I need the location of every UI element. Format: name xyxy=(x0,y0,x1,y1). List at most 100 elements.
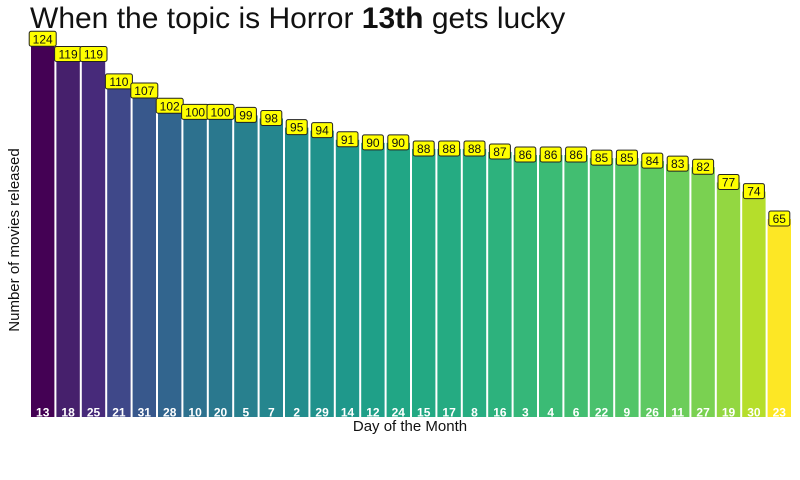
tick-label-10: 10 xyxy=(188,406,202,420)
value-label-11: 83 xyxy=(671,157,685,171)
value-label-24: 90 xyxy=(392,136,406,150)
tick-labels-group: 13 18 25 21 31 28 10 20 5 7 2 29 14 12 24 15 17 8 16 3 4 6 22 9… xyxy=(36,406,786,420)
bar-25 xyxy=(81,54,106,417)
tick-label-12: 12 xyxy=(366,406,380,420)
value-label-box-9 xyxy=(615,149,638,166)
tick-label-9: 9 xyxy=(624,406,631,420)
tick-label-2: 2 xyxy=(293,406,300,420)
tick-label-5: 5 xyxy=(243,406,250,420)
tick-label-13: 13 xyxy=(36,406,50,420)
value-label-4: 86 xyxy=(544,148,558,162)
bar-14 xyxy=(335,139,360,418)
bar-6 xyxy=(564,155,588,417)
tick-label-8: 8 xyxy=(471,406,478,420)
tick-label-27: 27 xyxy=(696,406,710,420)
bar-20 xyxy=(208,112,233,417)
bar-17 xyxy=(437,148,461,417)
bar-13 xyxy=(31,39,55,417)
value-label-box-31 xyxy=(130,82,159,99)
value-label-29: 94 xyxy=(315,124,329,138)
value-label-box-22 xyxy=(590,149,613,166)
value-label-10: 100 xyxy=(185,105,205,119)
tick-label-31: 31 xyxy=(138,406,152,420)
bar-23 xyxy=(767,219,791,417)
bar-4 xyxy=(539,155,563,417)
bar-10 xyxy=(183,112,207,417)
value-label-box-7 xyxy=(260,109,283,126)
bar-15 xyxy=(412,148,436,417)
bar-24 xyxy=(386,142,410,417)
bar-7 xyxy=(259,118,283,417)
value-label-box-21 xyxy=(104,73,133,90)
bar-9 xyxy=(615,158,639,417)
tick-label-3: 3 xyxy=(522,406,529,420)
bars-group xyxy=(31,39,791,418)
bar-19 xyxy=(716,182,741,417)
value-label-23: 65 xyxy=(773,212,787,226)
value-label-box-12 xyxy=(361,134,384,151)
bar-28 xyxy=(158,106,182,417)
value-label-box-6 xyxy=(565,146,588,163)
value-label-box-16 xyxy=(488,143,511,160)
tick-label-6: 6 xyxy=(573,406,580,420)
value-label-26: 84 xyxy=(646,154,660,168)
title-bold: 13th xyxy=(361,2,424,35)
value-label-box-3 xyxy=(514,146,537,163)
tick-label-16: 16 xyxy=(493,406,507,420)
value-label-18: 119 xyxy=(59,48,78,62)
value-label-box-30 xyxy=(742,183,765,200)
value-label-box-4 xyxy=(539,146,562,163)
value-label-17: 88 xyxy=(442,142,456,156)
value-label-28: 102 xyxy=(160,99,180,113)
tick-label-15: 15 xyxy=(417,406,431,420)
value-label-25: 119 xyxy=(84,48,103,62)
tick-label-24: 24 xyxy=(392,406,406,420)
tick-label-14: 14 xyxy=(341,406,355,420)
bar-29 xyxy=(310,130,334,417)
value-label-box-13 xyxy=(28,30,57,47)
value-label-box-17 xyxy=(438,140,461,157)
value-label-3: 86 xyxy=(519,148,533,162)
tick-label-19: 19 xyxy=(722,406,736,420)
value-label-box-8 xyxy=(463,140,486,157)
bar-22 xyxy=(589,158,614,417)
value-label-box-26 xyxy=(641,152,664,169)
tick-label-17: 17 xyxy=(442,406,456,420)
value-label-5: 99 xyxy=(239,108,253,122)
value-label-box-15 xyxy=(412,140,435,157)
value-label-15: 88 xyxy=(417,142,431,156)
bar-26 xyxy=(640,161,664,417)
title-suffix: gets lucky xyxy=(423,2,566,35)
value-label-30: 74 xyxy=(747,185,761,199)
bar-18 xyxy=(56,54,80,417)
value-label-box-29 xyxy=(311,122,334,139)
value-label-22: 85 xyxy=(595,151,609,165)
bar-21 xyxy=(107,81,131,418)
value-label-box-24 xyxy=(387,134,410,151)
bar-12 xyxy=(361,142,385,417)
bar-3 xyxy=(513,155,537,417)
tick-label-30: 30 xyxy=(747,406,761,420)
tick-label-21: 21 xyxy=(112,406,126,420)
value-label-9: 85 xyxy=(620,151,634,165)
tick-label-20: 20 xyxy=(214,406,228,420)
tick-label-29: 29 xyxy=(315,406,329,420)
value-label-31: 107 xyxy=(134,84,154,98)
value-label-20: 100 xyxy=(210,105,230,119)
value-label-12: 90 xyxy=(366,136,380,150)
value-label-21: 110 xyxy=(109,75,128,89)
value-label-6: 86 xyxy=(569,148,583,162)
bar-27 xyxy=(691,167,715,417)
tick-label-22: 22 xyxy=(595,406,609,420)
bar-8 xyxy=(462,148,487,417)
y-axis-label: Number of movies released xyxy=(6,148,23,331)
value-label-19: 77 xyxy=(722,175,736,189)
tick-label-4: 4 xyxy=(547,406,554,420)
value-label-box-19 xyxy=(717,173,740,190)
tick-label-23: 23 xyxy=(773,406,787,420)
bar-2 xyxy=(285,127,309,418)
value-label-box-11 xyxy=(666,155,689,172)
tick-label-26: 26 xyxy=(646,406,660,420)
value-label-2: 95 xyxy=(290,121,304,135)
